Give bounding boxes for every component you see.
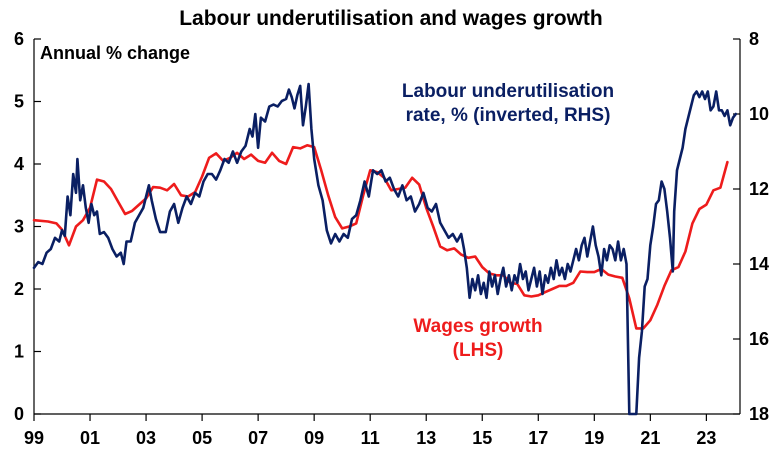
x-tick-label: 05: [192, 428, 212, 448]
wages-annotation-line2: (LHS): [453, 340, 504, 361]
left-y-axis-ticks: 0 1 2 3 4 5 6: [14, 29, 41, 424]
x-tick-label: 17: [528, 428, 548, 448]
x-tick-label: 19: [584, 428, 604, 448]
x-tick-label: 03: [136, 428, 156, 448]
wages-annotation-line1: Wages growth: [413, 316, 542, 337]
right-tick-label: 16: [749, 329, 769, 349]
underutil-annotation-line2: rate, % (inverted, RHS): [406, 105, 611, 126]
left-tick-label: 1: [14, 342, 24, 362]
right-tick-label: 8: [749, 29, 759, 49]
left-tick-label: 5: [14, 92, 24, 112]
underutil-annotation-line1: Labour underutilisation: [402, 81, 614, 102]
right-tick-label: 14: [749, 254, 769, 274]
x-tick-label: 23: [696, 428, 716, 448]
left-tick-label: 3: [14, 217, 24, 237]
right-tick-label: 12: [749, 179, 769, 199]
left-tick-label: 6: [14, 29, 24, 49]
right-tick-label: 18: [749, 404, 769, 424]
x-tick-label: 13: [416, 428, 436, 448]
x-axis-ticks: 99 01 03 05 07 09 11 13 15 17 19 21 23: [24, 414, 716, 448]
unit-note: Annual % change: [40, 43, 190, 63]
left-tick-label: 0: [14, 404, 24, 424]
x-tick-label: 09: [304, 428, 324, 448]
x-tick-label: 07: [248, 428, 268, 448]
x-tick-label: 99: [24, 428, 44, 448]
x-tick-label: 15: [472, 428, 492, 448]
series-layer: [32, 82, 738, 416]
left-tick-label: 2: [14, 279, 24, 299]
right-y-axis-ticks: 8 10 12 14 16 18: [733, 29, 769, 424]
right-tick-label: 10: [749, 104, 769, 124]
plot-frame: [33, 39, 741, 415]
underutil-series-line: [32, 82, 738, 416]
wages-series-line: [32, 144, 729, 330]
x-tick-label: 21: [640, 428, 660, 448]
x-tick-label: 11: [361, 428, 380, 448]
x-tick-label: 01: [80, 428, 100, 448]
left-tick-label: 4: [14, 154, 24, 174]
chart-title: Labour underutilisation and wages growth: [179, 7, 603, 30]
